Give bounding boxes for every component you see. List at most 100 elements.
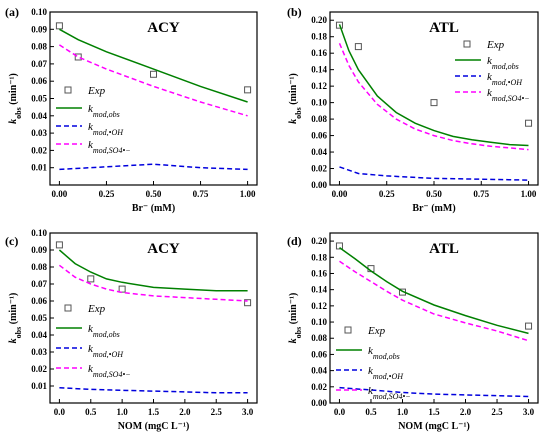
y-tick-label: 0.16: [311, 48, 327, 58]
y-tick-label: 0.08: [31, 262, 47, 272]
y-tick-label: 0.18: [311, 32, 327, 42]
y-tick-label: 0.08: [311, 333, 327, 343]
y-tick-label: 0.06: [311, 131, 327, 141]
legend-label: kmod,•OH: [88, 343, 124, 359]
y-tick-label: 0.04: [311, 366, 327, 376]
y-tick-label: 0.04: [311, 147, 327, 157]
y-tick-label: 0.02: [311, 382, 327, 392]
y-axis-label: kobs (min⁻¹): [288, 73, 303, 124]
exp-data-point: [525, 322, 533, 330]
x-tick-label: 0.50: [426, 189, 442, 199]
y-tick-label: 0.04: [31, 111, 47, 121]
legend-label: Exp: [87, 85, 106, 97]
y-axis-label: kobs (min⁻¹): [8, 73, 23, 124]
x-tick-label: 2.5: [491, 407, 503, 417]
y-tick-label: 0.07: [31, 279, 47, 289]
chart-panel-d: 0.0 0.5 1.0 1.5 2.0 2.5 3.0 0.00 0.02 0.04 0.06 0.0…: [287, 232, 539, 432]
exp-data-point: [354, 43, 362, 51]
plot-frame: [49, 11, 258, 186]
exp-data-point: [150, 70, 157, 78]
x-tick-label: 3.0: [242, 407, 254, 417]
x-tick-label: 3.0: [523, 407, 535, 417]
x-tick-label: 0.00: [332, 189, 348, 199]
y-tick-label: 0.10: [311, 98, 327, 108]
panel-label: (c): [5, 234, 18, 248]
exp-data-point: [244, 299, 252, 307]
legend-label: Exp: [367, 325, 386, 337]
y-tick-label: 0.10: [31, 7, 47, 17]
x-axis-label: Br⁻ (mM): [132, 203, 175, 214]
y-tick-label: 0.14: [311, 285, 327, 295]
x-tick-label: 0.75: [473, 189, 489, 199]
legend-label: Exp: [486, 39, 505, 51]
series-line: [58, 249, 248, 292]
y-tick-label: 0.05: [31, 313, 47, 323]
x-tick-label: 1.00: [240, 189, 256, 199]
y-tick-label: 0.09: [31, 245, 47, 255]
x-tick-label: 0.5: [85, 407, 97, 417]
x-tick-label: 0.75: [193, 189, 209, 199]
legend-label: kmod,SO4•−: [368, 385, 411, 401]
x-tick-label: 0.5: [365, 407, 377, 417]
x-tick-label: 2.0: [460, 407, 472, 417]
x-tick-label: 0.25: [379, 189, 395, 199]
y-tick-label: 0.12: [311, 81, 327, 91]
x-tick-label: 1.0: [397, 407, 409, 417]
exp-data-point: [335, 21, 343, 29]
y-tick-label: 0.06: [31, 76, 47, 86]
x-tick-label: 1.5: [428, 407, 440, 417]
y-tick-label: 0.08: [31, 42, 47, 52]
exp-data-point: [74, 53, 82, 61]
x-tick-label: 0.0: [54, 407, 66, 417]
plot-frame: [329, 232, 539, 404]
x-tick-label: 0.50: [146, 189, 162, 199]
y-tick-label: 0.02: [311, 164, 327, 174]
chart-title: ATL: [429, 241, 459, 257]
chart-panel-c: 0.0 0.5 1.0 1.5 2.0 2.5 3.0 0.01 0.02 0.03 0.04 0.0…: [5, 228, 258, 432]
x-axis-label: NOM (mgC L⁻¹): [118, 421, 190, 432]
y-tick-label: 0.08: [311, 114, 327, 124]
exp-data-point: [55, 22, 63, 30]
x-tick-label: 0.0: [334, 407, 346, 417]
y-tick-label: 0.02: [31, 364, 47, 374]
exp-data-point: [55, 241, 63, 249]
legend-label: kmod,•OH: [368, 365, 404, 381]
series-line: [59, 163, 248, 171]
y-tick-label: 0.03: [31, 128, 47, 138]
series-line: [58, 44, 248, 117]
y-tick-label: 0.20: [311, 15, 327, 25]
exp-data-point: [87, 275, 95, 283]
y-tick-label: 0.06: [311, 349, 327, 359]
exp-data-point: [430, 99, 438, 107]
legend-label: kmod,obs: [88, 103, 120, 119]
y-tick-label: 0.07: [31, 59, 47, 69]
y-tick-label: 0.01: [31, 163, 47, 173]
x-tick-label: 2.0: [179, 407, 191, 417]
y-tick-label: 0.06: [31, 296, 47, 306]
x-tick-label: 2.5: [211, 407, 223, 417]
legend-swatch-marker: [64, 304, 72, 312]
series-line: [339, 246, 529, 335]
legend-label: kmod,•OH: [88, 121, 124, 137]
legend-label: kmod,•OH: [487, 71, 523, 87]
y-tick-label: 0.05: [31, 94, 47, 104]
x-tick-label: 1.0: [117, 407, 129, 417]
legend-swatch-marker: [463, 40, 471, 48]
legend-label: kmod,obs: [487, 55, 519, 71]
series-line: [339, 260, 529, 342]
y-tick-label: 0.00: [311, 398, 327, 408]
exp-data-point: [118, 285, 126, 293]
exp-data-point: [244, 86, 252, 94]
exp-data-point: [335, 242, 343, 250]
series-line: [338, 24, 529, 147]
y-tick-label: 0.10: [311, 317, 327, 327]
exp-data-point: [525, 119, 533, 127]
y-axis-label: kobs (min⁻¹): [8, 293, 23, 344]
legend-label: kmod,obs: [88, 323, 120, 339]
y-tick-label: 0.03: [31, 347, 47, 357]
legend-label: kmod,SO4•−: [88, 363, 131, 379]
